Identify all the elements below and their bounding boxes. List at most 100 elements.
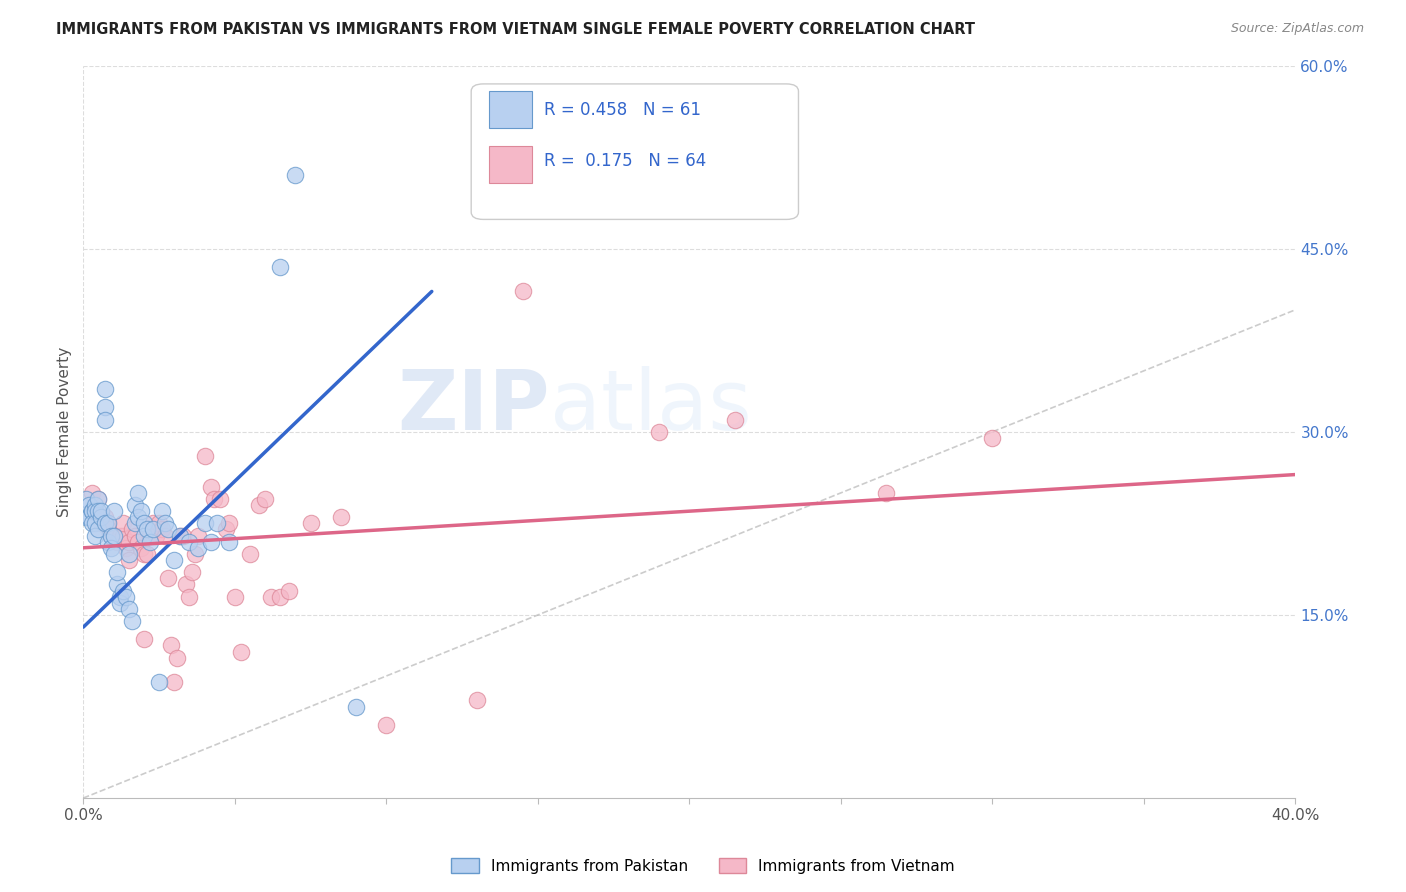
Point [105, 566, 128, 580]
Point [124, 516, 146, 531]
Point [208, 491, 231, 506]
Point [148, 516, 170, 531]
Point [299, 516, 322, 531]
Point [205, 516, 228, 531]
Point [75, 491, 97, 506]
Point [172, 528, 194, 542]
Point [84, 516, 107, 531]
Point [218, 516, 240, 531]
Point [724, 412, 747, 426]
Point [153, 516, 176, 531]
Text: R =  0.175   N = 64: R = 0.175 N = 64 [544, 152, 706, 169]
Point [179, 590, 201, 604]
Point [90, 504, 112, 518]
Point [93, 412, 115, 426]
Point [100, 528, 122, 542]
Point [260, 590, 283, 604]
Point [187, 528, 209, 542]
Text: ZIP: ZIP [398, 366, 550, 447]
Point [75, 510, 97, 524]
Point [187, 541, 209, 555]
Point [163, 675, 186, 690]
Point [129, 541, 152, 555]
Point [129, 504, 152, 518]
Point [142, 523, 165, 537]
Point [96, 516, 118, 531]
Point [118, 602, 141, 616]
Y-axis label: Single Female Poverty: Single Female Poverty [58, 347, 72, 517]
Point [193, 449, 215, 463]
Point [121, 523, 143, 537]
Point [79, 510, 101, 524]
Point [218, 534, 240, 549]
Point [111, 528, 134, 542]
Point [82, 504, 104, 518]
Point [93, 401, 115, 415]
Point [93, 516, 115, 531]
Point [200, 480, 222, 494]
Point [114, 541, 136, 555]
Point [269, 590, 291, 604]
Point [202, 491, 225, 506]
Point [108, 528, 131, 542]
Point [139, 534, 162, 549]
Point [132, 528, 155, 542]
Point [200, 534, 222, 549]
Point [96, 534, 118, 549]
Point [163, 553, 186, 567]
Point [239, 547, 262, 561]
Point [139, 528, 162, 542]
Point [84, 498, 107, 512]
Point [103, 547, 125, 561]
Point [127, 510, 149, 524]
Point [84, 528, 107, 542]
Point [229, 644, 252, 658]
Point [108, 590, 131, 604]
Text: R = 0.458   N = 61: R = 0.458 N = 61 [544, 101, 702, 119]
Point [215, 523, 238, 537]
Point [176, 577, 198, 591]
Point [79, 498, 101, 512]
Point [150, 523, 173, 537]
Point [981, 431, 1004, 445]
Point [344, 699, 367, 714]
Point [254, 491, 277, 506]
Point [87, 491, 110, 506]
Point [90, 516, 112, 531]
Point [157, 523, 180, 537]
Point [160, 639, 183, 653]
Text: Source: ZipAtlas.com: Source: ZipAtlas.com [1230, 22, 1364, 36]
Legend: Immigrants from Pakistan, Immigrants from Vietnam: Immigrants from Pakistan, Immigrants fro… [446, 852, 960, 880]
Point [465, 693, 488, 707]
Point [179, 534, 201, 549]
Point [375, 718, 398, 732]
Bar [489, 91, 531, 128]
Point [100, 541, 122, 555]
Point [118, 553, 141, 567]
Point [82, 486, 104, 500]
Point [103, 528, 125, 542]
Point [145, 528, 167, 542]
Point [87, 504, 110, 518]
Point [108, 596, 131, 610]
FancyBboxPatch shape [471, 84, 799, 219]
Point [166, 650, 188, 665]
Point [111, 583, 134, 598]
Point [118, 547, 141, 561]
Point [136, 547, 159, 561]
Point [111, 516, 134, 531]
Point [100, 528, 122, 542]
Point [96, 523, 118, 537]
Point [132, 547, 155, 561]
Point [132, 516, 155, 531]
Bar [489, 146, 531, 183]
Point [90, 510, 112, 524]
Point [278, 583, 301, 598]
Point [82, 516, 104, 531]
Point [87, 523, 110, 537]
Point [96, 516, 118, 531]
Point [269, 260, 291, 274]
Point [157, 571, 180, 585]
Point [84, 504, 107, 518]
Point [82, 504, 104, 518]
